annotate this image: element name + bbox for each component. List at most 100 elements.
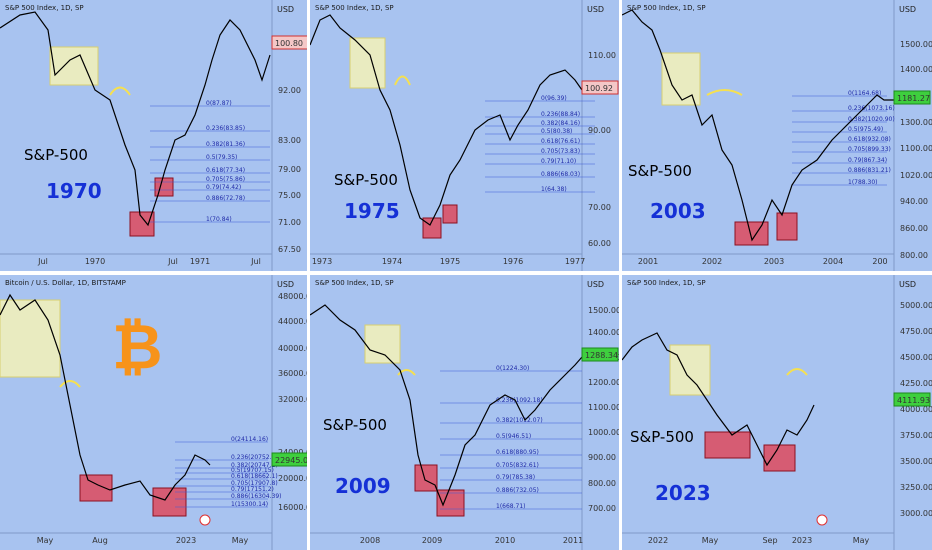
x-tick-label: Jul <box>37 257 48 266</box>
resistance-arc <box>59 380 81 388</box>
x-tick-label: 1973 <box>312 257 332 266</box>
x-tick-label: May <box>232 536 249 545</box>
resistance-arc <box>397 369 416 376</box>
fib-level-label: 0.79(17151.2) <box>231 486 274 493</box>
chart-panel-2003[interactable]: S&P 500 Index, 1D, SP USD 1500.00 1400.00 13… <box>622 0 932 271</box>
fib-level-label: 1(668.71) <box>496 503 526 510</box>
panel-divider-vertical <box>307 0 310 550</box>
fib-level-label: 0.886(732.05) <box>496 487 539 494</box>
y-tick-label: 71.00 <box>278 218 301 227</box>
y-tick-label: 70.00 <box>588 203 611 212</box>
fib-level-label: 1(788.30) <box>848 179 878 186</box>
fib-level-label: 0.705(17907.8) <box>231 480 278 487</box>
x-tick-label: May <box>37 536 54 545</box>
y-tick-label: 860.00 <box>900 224 928 233</box>
fib-level-label: 0.705(73.83) <box>541 148 580 155</box>
bottom-zone <box>414 464 438 492</box>
fib-level-label: 0.382(84.16) <box>541 120 580 127</box>
y-tick-label: 3750.00 <box>900 431 932 440</box>
y-tick-label: 940.00 <box>900 197 928 206</box>
chart-svg[interactable]: S&P 500 Index, 1D, SP USD 92.00 83.00 79.00 7… <box>0 0 307 271</box>
y-tick-label: 79.00 <box>278 165 301 174</box>
x-tick-label: Jul <box>250 257 261 266</box>
symbol-title: S&P 500 Index, 1D, SP <box>627 279 706 287</box>
symbol-title: S&P 500 Index, 1D, SP <box>5 4 84 12</box>
index-label: S&P-500 <box>630 428 694 446</box>
current-price-tag <box>581 347 619 362</box>
y-tick-label: 44000.00 <box>278 317 307 326</box>
x-tick-label: 2002 <box>702 257 722 266</box>
y-tick-label: 92.00 <box>278 86 301 95</box>
index-label: S&P-500 <box>334 171 398 189</box>
y-tick-label: 48000.00 <box>278 292 307 301</box>
y-tick-label: 110.00 <box>588 51 616 60</box>
symbol-title: Bitcoin / U.S. Dollar, 1D, BITSTAMP <box>5 279 126 287</box>
y-tick-label: 32000.00 <box>278 395 307 404</box>
chart-svg[interactable]: S&P 500 Index, 1D, SP USD 110.00 90.00 70.00… <box>310 0 619 271</box>
consolidation-zone <box>349 37 386 89</box>
year-label: 2023 <box>655 481 711 505</box>
bottom-zone <box>734 221 769 246</box>
y-tick-label: 4250.00 <box>900 379 932 388</box>
fib-level-label: 0.382(81.36) <box>206 141 245 148</box>
y-tick-label: 800.00 <box>900 251 928 260</box>
x-tick-label: May <box>853 536 870 545</box>
fib-level-label: 0.236(1092.18) <box>496 397 543 404</box>
x-tick-label: 2008 <box>360 536 380 545</box>
fib-level-label: 0(1224.30) <box>496 365 529 372</box>
current-price-tag <box>271 452 307 467</box>
chart-panel-2023[interactable]: S&P 500 Index, 1D, SP USD 5000.00 4750.00 45… <box>622 275 932 550</box>
x-tick-label: 2023 <box>176 536 196 545</box>
bottom-zone <box>79 474 113 502</box>
fib-level-label: 0(96.39) <box>541 95 567 102</box>
current-price-value: 100.92 <box>585 84 613 93</box>
fib-level-label: 0.5(80.38) <box>541 128 572 135</box>
price-series-line <box>622 9 894 242</box>
bottom-zone <box>704 431 751 459</box>
chart-panel-bitcoin[interactable]: Bitcoin / U.S. Dollar, 1D, BITSTAMP USD 48… <box>0 275 307 550</box>
year-label: 1970 <box>46 179 102 203</box>
x-tick-label: 2003 <box>764 257 784 266</box>
fib-level-label: 0.705(75.86) <box>206 176 245 183</box>
price-series-line <box>0 293 211 501</box>
y-tick-label: 5000.00 <box>900 301 932 310</box>
currency-label: USD <box>587 5 604 14</box>
currency-label: USD <box>899 280 916 289</box>
y-tick-label: 83.00 <box>278 136 301 145</box>
fib-level-label: 0.236(20752.0) <box>231 454 278 461</box>
y-tick-label: 67.50 <box>278 245 301 254</box>
y-tick-label: 1100.00 <box>900 144 932 153</box>
y-tick-label: 4500.00 <box>900 353 932 362</box>
fib-level-label: 1(70.84) <box>206 216 232 223</box>
fib-level-label: 0.618(76.61) <box>541 138 580 145</box>
y-tick-label: 3250.00 <box>900 483 932 492</box>
y-tick-label: 700.00 <box>588 504 616 513</box>
chart-svg[interactable]: S&P 500 Index, 1D, SPUSD1500.001400.0013… <box>310 275 619 550</box>
chart-panel-1970[interactable]: S&P 500 Index, 1D, SP USD 92.00 83.00 79.00 7… <box>0 0 307 271</box>
chart-panel-1975[interactable]: S&P 500 Index, 1D, SP USD 110.00 90.00 70.00… <box>310 0 619 271</box>
fib-level-label: 0.236(88.84) <box>541 111 580 118</box>
chart-svg[interactable]: S&P 500 Index, 1D, SP USD 5000.00 4750.00 45… <box>622 275 932 550</box>
y-tick-label: 16000.00 <box>278 503 307 512</box>
index-label: S&P-500 <box>628 162 692 180</box>
symbol-title: S&P 500 Index, 1D, SP <box>315 279 394 287</box>
fib-level-label: 0.5(79.35) <box>206 154 237 161</box>
y-tick-label: 3500.00 <box>900 457 932 466</box>
current-price-tag <box>893 90 931 105</box>
y-tick-label: 90.00 <box>588 126 611 135</box>
y-tick-label: 4000.00 <box>900 405 932 414</box>
fib-level-label: 0.79(867.34) <box>848 157 887 164</box>
x-tick-label: Jul <box>167 257 178 266</box>
chart-svg[interactable]: Bitcoin / U.S. Dollar, 1D, BITSTAMP USD 48… <box>0 275 307 550</box>
bottom-zone <box>776 212 798 241</box>
y-tick-label: 60.00 <box>588 239 611 248</box>
price-series-line <box>310 14 583 226</box>
currency-label: USD <box>587 280 604 289</box>
current-price-value: 1288.34 <box>585 351 618 360</box>
tradingview-logo-icon <box>816 514 828 526</box>
fib-level-label: 1(64.38) <box>541 186 567 193</box>
chart-panel-2009[interactable]: S&P 500 Index, 1D, SPUSD1500.001400.0013… <box>310 275 619 550</box>
y-tick-label: 36000.00 <box>278 369 307 378</box>
fib-level-label: 0.236(83.85) <box>206 125 245 132</box>
